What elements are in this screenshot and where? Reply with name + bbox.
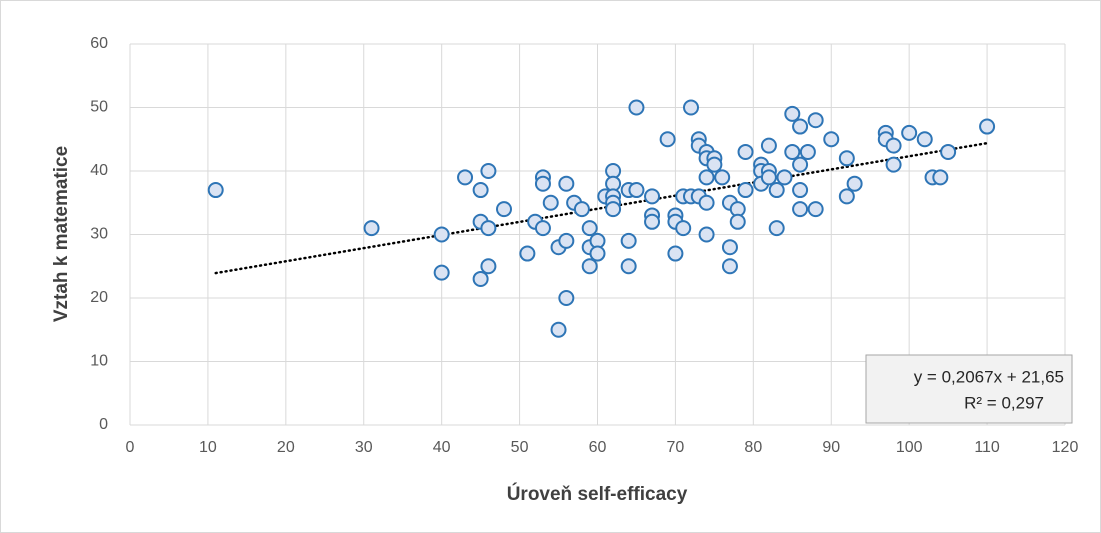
- point: [706, 156, 723, 173]
- equation-box: [865, 354, 1073, 424]
- point: [433, 226, 450, 243]
- point: [433, 264, 450, 281]
- point: [721, 258, 738, 275]
- point: [581, 220, 598, 237]
- x-tick-label: 120: [1052, 439, 1079, 456]
- point: [207, 182, 224, 199]
- point: [620, 258, 637, 275]
- point: [737, 182, 754, 199]
- point: [792, 156, 809, 173]
- x-tick-label: 20: [277, 439, 295, 456]
- point: [480, 220, 497, 237]
- point: [644, 188, 661, 205]
- point: [698, 226, 715, 243]
- trend-r2: R² = 0,297: [964, 393, 1044, 412]
- y-tick-label: 60: [90, 35, 108, 52]
- point: [659, 131, 676, 148]
- y-tick-label: 20: [90, 289, 108, 306]
- point: [620, 232, 637, 249]
- point: [534, 220, 551, 237]
- point: [792, 182, 809, 199]
- point: [760, 169, 777, 186]
- x-tick-label: 30: [355, 439, 373, 456]
- point: [916, 131, 933, 148]
- point: [628, 182, 645, 199]
- point: [480, 258, 497, 275]
- point: [581, 258, 598, 275]
- x-tick-label: 40: [433, 439, 451, 456]
- point: [605, 201, 622, 218]
- point: [807, 112, 824, 129]
- point: [784, 105, 801, 122]
- point: [846, 175, 863, 192]
- point: [558, 290, 575, 306]
- point: [628, 99, 645, 116]
- point: [776, 169, 793, 186]
- point: [675, 220, 692, 237]
- point: [932, 169, 949, 186]
- point: [644, 213, 661, 230]
- point: [472, 182, 489, 199]
- point: [698, 194, 715, 211]
- trend-equation: y = 0,2067x + 21,65: [914, 367, 1064, 386]
- point: [496, 201, 512, 218]
- point: [550, 321, 567, 338]
- point: [558, 232, 575, 249]
- point: [760, 137, 777, 154]
- x-tick-label: 90: [822, 439, 840, 456]
- point: [534, 175, 551, 192]
- x-tick-label: 0: [126, 439, 135, 456]
- x-tick-label: 60: [589, 439, 607, 456]
- x-tick-label: 80: [744, 439, 762, 456]
- y-tick-label: 40: [90, 162, 108, 179]
- y-tick-label: 10: [90, 353, 108, 370]
- point: [784, 143, 801, 160]
- point: [792, 201, 809, 218]
- point: [573, 201, 590, 218]
- point: [519, 245, 536, 262]
- point: [558, 175, 575, 192]
- point: [940, 143, 957, 160]
- point: [542, 194, 559, 211]
- point: [979, 118, 996, 135]
- x-tick-label: 100: [896, 439, 923, 456]
- point: [729, 213, 746, 230]
- point: [698, 169, 715, 186]
- x-tick-label: 110: [974, 439, 1000, 456]
- point: [472, 270, 489, 287]
- point: [480, 163, 497, 179]
- point: [714, 169, 731, 186]
- x-tick-label: 10: [199, 439, 217, 456]
- point: [792, 118, 809, 135]
- point: [838, 150, 855, 167]
- y-tick-label: 0: [99, 416, 108, 433]
- x-tick-label: 70: [667, 439, 685, 456]
- y-axis-label: Vztah k matematice: [51, 146, 72, 322]
- trendline: [214, 141, 989, 275]
- point: [667, 245, 684, 262]
- point: [885, 156, 902, 173]
- y-tick-label: 50: [90, 99, 108, 116]
- point: [823, 131, 840, 148]
- x-tick-label: 50: [511, 439, 529, 456]
- point: [768, 220, 785, 237]
- point: [838, 188, 855, 205]
- point: [457, 169, 474, 186]
- point: [768, 182, 785, 199]
- y-tick-label: 30: [90, 226, 108, 243]
- point: [799, 143, 816, 160]
- point: [363, 220, 380, 237]
- x-axis-label: Úroveň self-efficacy: [507, 483, 688, 505]
- point: [885, 137, 902, 154]
- point: [589, 245, 606, 262]
- point: [807, 201, 824, 218]
- point: [737, 143, 754, 160]
- point: [683, 99, 699, 116]
- point: [901, 124, 918, 141]
- point: [721, 239, 738, 256]
